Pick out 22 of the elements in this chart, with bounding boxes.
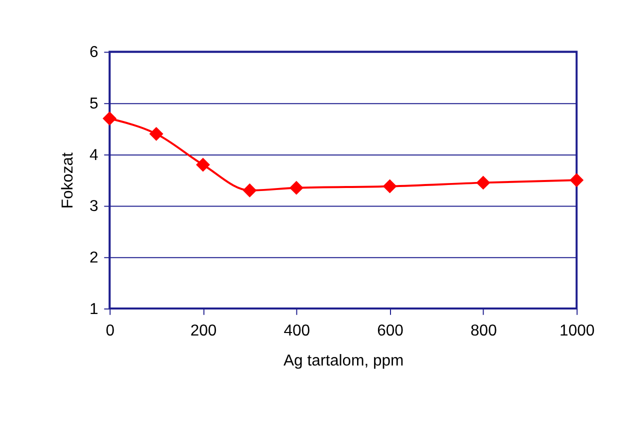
point xyxy=(570,173,584,188)
point xyxy=(242,183,257,198)
point xyxy=(196,158,210,172)
point xyxy=(289,180,304,195)
point xyxy=(102,112,117,126)
y-tick-label: 1 xyxy=(89,300,98,318)
x-tick-label: 0 xyxy=(106,322,115,340)
y-tick-label: 2 xyxy=(89,250,98,267)
point xyxy=(149,126,164,141)
y-tick-label: 4 xyxy=(89,146,98,164)
point xyxy=(382,179,397,194)
point xyxy=(476,176,490,190)
x-tick-label: 400 xyxy=(284,322,310,340)
x-tick-label: 600 xyxy=(377,322,404,340)
x-tick-label: 1000 xyxy=(560,322,595,340)
y-tick-label: 5 xyxy=(89,96,98,113)
y-axis-title: Fokozat xyxy=(60,152,77,209)
x-axis-title: Ag tartalom, ppm xyxy=(284,352,404,370)
x-tick-label: 800 xyxy=(470,322,498,340)
y-tick-label: 6 xyxy=(89,44,98,62)
y-tick-label: 3 xyxy=(89,198,98,216)
x-tick-label: 200 xyxy=(190,322,217,340)
